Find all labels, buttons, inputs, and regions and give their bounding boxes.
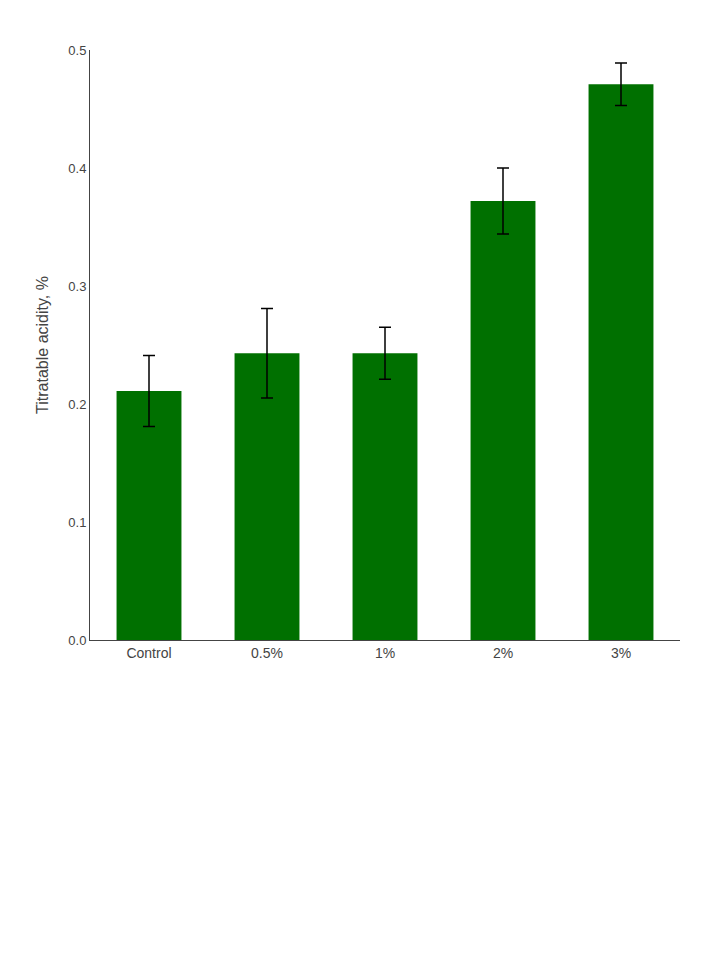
svg-text:0.4: 0.4 xyxy=(68,161,86,176)
svg-text:0.5: 0.5 xyxy=(68,43,86,58)
svg-text:Titratable acidity, %: Titratable acidity, % xyxy=(34,276,51,414)
svg-text:0.0: 0.0 xyxy=(68,633,86,648)
svg-text:2%: 2% xyxy=(493,645,513,661)
svg-text:3%: 3% xyxy=(611,645,631,661)
svg-text:Control: Control xyxy=(126,645,171,661)
svg-text:0.1: 0.1 xyxy=(68,515,86,530)
svg-text:0.2: 0.2 xyxy=(68,397,86,412)
svg-text:0.3: 0.3 xyxy=(68,279,86,294)
svg-text:0.5%: 0.5% xyxy=(251,645,283,661)
svg-text:1%: 1% xyxy=(375,645,395,661)
